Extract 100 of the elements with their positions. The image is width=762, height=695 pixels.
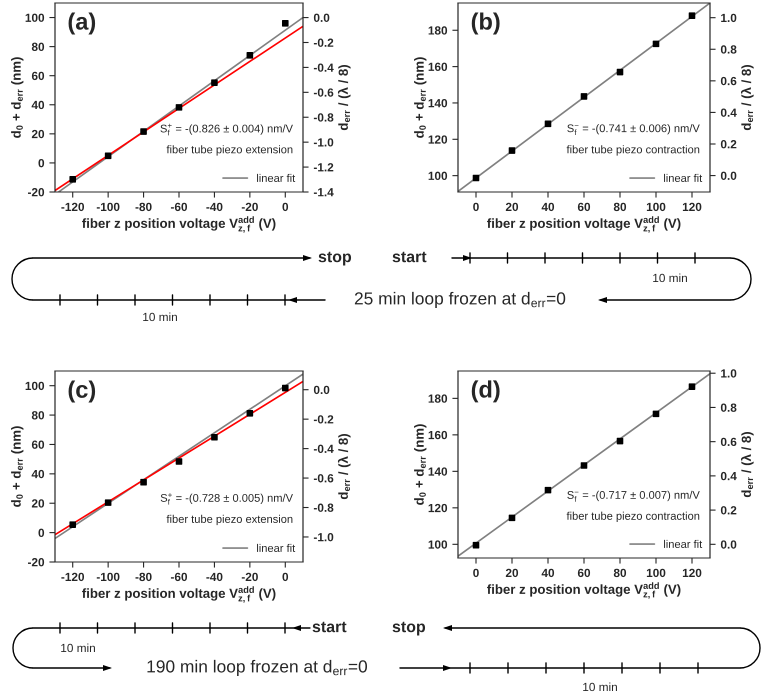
annotation: (b): [472, 12, 500, 34]
x-tick-label: 120: [682, 202, 702, 212]
y2-axis-title: d$_{err}$ / (λ / 8): [338, 434, 351, 500]
point: [176, 104, 182, 111]
x-tick-label: -100: [96, 572, 120, 582]
y-tick-label: 0: [38, 528, 44, 538]
point: [282, 20, 289, 27]
y2-tick-label: 0.0: [314, 386, 330, 394]
x-tick-label: 60: [578, 202, 590, 212]
point: [544, 486, 552, 494]
y-tick-label: 100: [26, 382, 44, 390]
point: [508, 514, 516, 522]
text: start: [392, 252, 426, 262]
x-tick-label: 40: [542, 568, 554, 578]
x-tick-label: -40: [206, 572, 222, 582]
y2-tick-label: 0.0: [720, 540, 736, 549]
y-tick-label: 160: [428, 430, 448, 440]
x-axis-title: fiber z position voltage V$^{add}$$_{z,f}$ (V): [487, 582, 680, 599]
legend-label: linear fit: [664, 174, 702, 182]
point: [616, 438, 624, 444]
y2-tick-label: -0.2: [314, 415, 334, 424]
y-tick-label: 0: [38, 158, 44, 168]
y2-tick-label: -1.0: [314, 138, 334, 147]
y2-tick-label: 0.0: [314, 14, 330, 22]
x-tick-label: -120: [61, 202, 84, 212]
point: [472, 174, 480, 182]
y2-tick-label: 0.4: [720, 108, 737, 117]
y2-tick-label: 0.0: [720, 172, 736, 180]
x-tick-label: 0: [282, 202, 288, 212]
point: [104, 499, 112, 506]
text: 10 min: [653, 273, 687, 282]
point: [140, 478, 147, 486]
point: [688, 383, 696, 390]
x-axis-title: fiber z position voltage V$^{add}$$_{z,f}$ (V): [82, 216, 276, 233]
y-axis-title: d$_{0}$ + d$_{err}$ (nm): [414, 57, 426, 138]
annotation: S$^{+}$$_{f}$ = -(0.728 ± 0.005) nm/V: [160, 493, 293, 505]
y-tick-label: 40: [32, 470, 44, 478]
annotation: S$^{−}$$_{f}$ = -(0.717 ± 0.007) nm/V: [567, 490, 700, 502]
y2-tick-label: 1.0: [721, 14, 736, 22]
point: [580, 462, 588, 469]
y-tick-label: 180: [428, 394, 448, 403]
y2-tick-label: -0.6: [314, 88, 334, 97]
y2-tick-label: 0.6: [720, 438, 736, 446]
legend-label: linear fit: [664, 540, 702, 548]
point: [69, 521, 76, 528]
text: stop: [318, 252, 352, 266]
x-tick-label: 100: [646, 568, 666, 578]
y-tick-label: 100: [26, 14, 44, 22]
y-tick-label: 100: [428, 172, 448, 180]
y2-tick-label: -0.4: [314, 63, 334, 72]
x-tick-label: -80: [136, 572, 152, 582]
y2-tick-label: 0.4: [720, 472, 737, 480]
annotation: fiber tube piezo contraction: [566, 512, 700, 522]
y2-tick-label: -0.2: [314, 38, 334, 47]
x-tick-label: 80: [614, 568, 626, 578]
y-axis-title: d$_{0}$ + d$_{err}$ (nm): [414, 424, 426, 505]
x-tick-label: 80: [614, 202, 626, 212]
y-tick-label: -20: [28, 558, 44, 566]
y-tick-label: 100: [428, 540, 448, 549]
annotation: (a): [68, 12, 96, 34]
x-tick-label: -80: [136, 202, 152, 212]
y2-axis-title: d$_{err}$ / (λ / 8): [740, 65, 754, 130]
y-tick-label: 40: [32, 100, 44, 110]
x-tick-label: -40: [206, 202, 222, 212]
text: 190 min loop frozen at d$_{err}$=0: [147, 660, 368, 676]
x-tick-label: 20: [506, 202, 518, 212]
x-tick-label: 120: [682, 568, 702, 578]
y-tick-label: 80: [32, 42, 44, 52]
x-axis-title: fiber z position voltage V$^{add}$$_{z,f}$ (V): [487, 216, 680, 233]
y-tick-label: 140: [428, 98, 448, 108]
y-tick-label: 140: [428, 467, 448, 476]
x-tick-label: -60: [170, 202, 188, 212]
y-tick-label: 60: [32, 72, 44, 80]
y-tick-label: 180: [428, 26, 448, 35]
legend-label: linear fit: [257, 174, 296, 182]
x-axis-title: fiber z position voltage V$^{add}$$_{z,f}$ (V): [82, 586, 276, 603]
y2-tick-label: -1.4: [314, 188, 334, 196]
point: [104, 152, 112, 160]
y-tick-label: 20: [32, 130, 44, 138]
y2-tick-label: 0.8: [720, 45, 736, 54]
text: stop: [392, 622, 426, 636]
y2-tick-label: -1.2: [314, 163, 334, 172]
x-tick-label: 40: [542, 202, 554, 212]
annotation: S$^{+}$$_{f}$ = -(0.826 ± 0.004) nm/V: [160, 124, 293, 136]
x-tick-label: -20: [242, 202, 258, 212]
y2-tick-label: -0.8: [314, 113, 334, 122]
point: [211, 79, 218, 86]
text: 25 min loop frozen at d$_{err}$=0: [354, 292, 566, 308]
point: [140, 128, 147, 135]
y-tick-label: -20: [28, 188, 44, 196]
x-tick-label: 60: [578, 568, 590, 578]
y2-tick-label: 0.2: [720, 506, 736, 514]
y2-tick-label: -0.4: [314, 444, 334, 453]
y2-tick-label: -0.6: [314, 474, 334, 482]
annotation: fiber tube piezo extension: [166, 145, 292, 156]
point: [246, 52, 254, 59]
y-tick-label: 60: [32, 440, 44, 449]
annotation: fiber tube piezo extension: [166, 514, 292, 526]
annotation: fiber tube piezo contraction: [566, 145, 700, 156]
y2-axis-title: d$_{err}$ / (λ / 8): [338, 65, 351, 130]
